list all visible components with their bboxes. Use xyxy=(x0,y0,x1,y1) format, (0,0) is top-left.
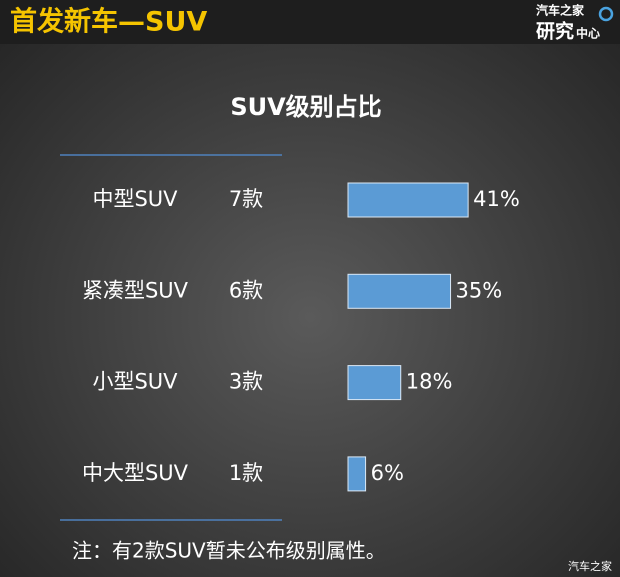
header-bar xyxy=(0,0,620,44)
value-label: 41% xyxy=(473,187,520,211)
category-label: 小型SUV xyxy=(92,370,178,394)
logo-main: 研究 xyxy=(536,20,574,43)
bar xyxy=(347,182,469,218)
category-label: 中型SUV xyxy=(92,187,178,211)
watermark: 汽车之家 xyxy=(568,559,612,573)
count-label: 3款 xyxy=(229,370,263,394)
bar xyxy=(347,273,452,309)
note: 注：有2款SUV暂未公布级别属性。 xyxy=(72,539,386,563)
value-label: 6% xyxy=(371,461,404,485)
logo-icon xyxy=(598,6,614,22)
count-label: 7款 xyxy=(229,187,263,211)
bar xyxy=(347,456,367,492)
chart-title: SUV级别占比 xyxy=(230,93,381,121)
category-label: 紧凑型SUV xyxy=(82,278,189,302)
header-title: 首发新车—SUV xyxy=(10,6,207,38)
bar xyxy=(347,365,402,401)
logo-sub: 中心 xyxy=(576,26,600,41)
value-label: 18% xyxy=(406,370,453,394)
logo-top: 汽车之家 xyxy=(536,3,585,18)
value-label: 35% xyxy=(456,278,503,302)
count-label: 6款 xyxy=(229,278,263,302)
count-label: 1款 xyxy=(229,461,263,485)
category-label: 中大型SUV xyxy=(82,461,189,485)
